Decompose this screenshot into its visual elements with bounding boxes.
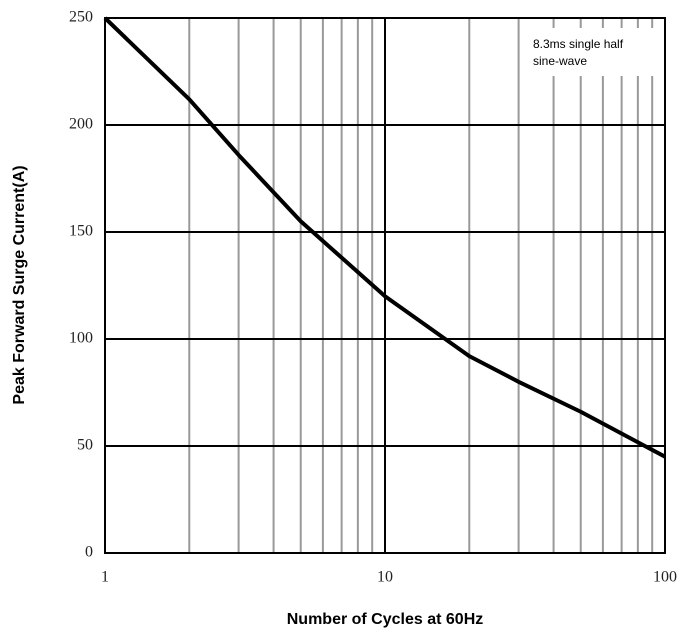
y-tick-label: 200 (69, 116, 93, 133)
x-tick-label: 1 (101, 569, 109, 586)
annotation: 8.3ms single half (533, 37, 624, 51)
annotation: sine-wave (533, 54, 587, 68)
plot-frame (104, 17, 666, 554)
x-tick-label: 10 (377, 569, 393, 586)
y-axis-label: Peak Forward Surge Current(A) (11, 165, 28, 404)
annotation-box (525, 28, 663, 76)
y-tick-label: 250 (69, 9, 93, 26)
y-tick-label: 50 (77, 437, 93, 454)
x-axis-label: Number of Cycles at 60Hz (287, 611, 484, 628)
y-tick-label: 0 (85, 544, 93, 561)
y-tick-label: 100 (69, 330, 93, 347)
y-tick-label: 150 (69, 223, 93, 240)
x-tick-label: 100 (653, 569, 677, 586)
line-series (103, 16, 666, 459)
